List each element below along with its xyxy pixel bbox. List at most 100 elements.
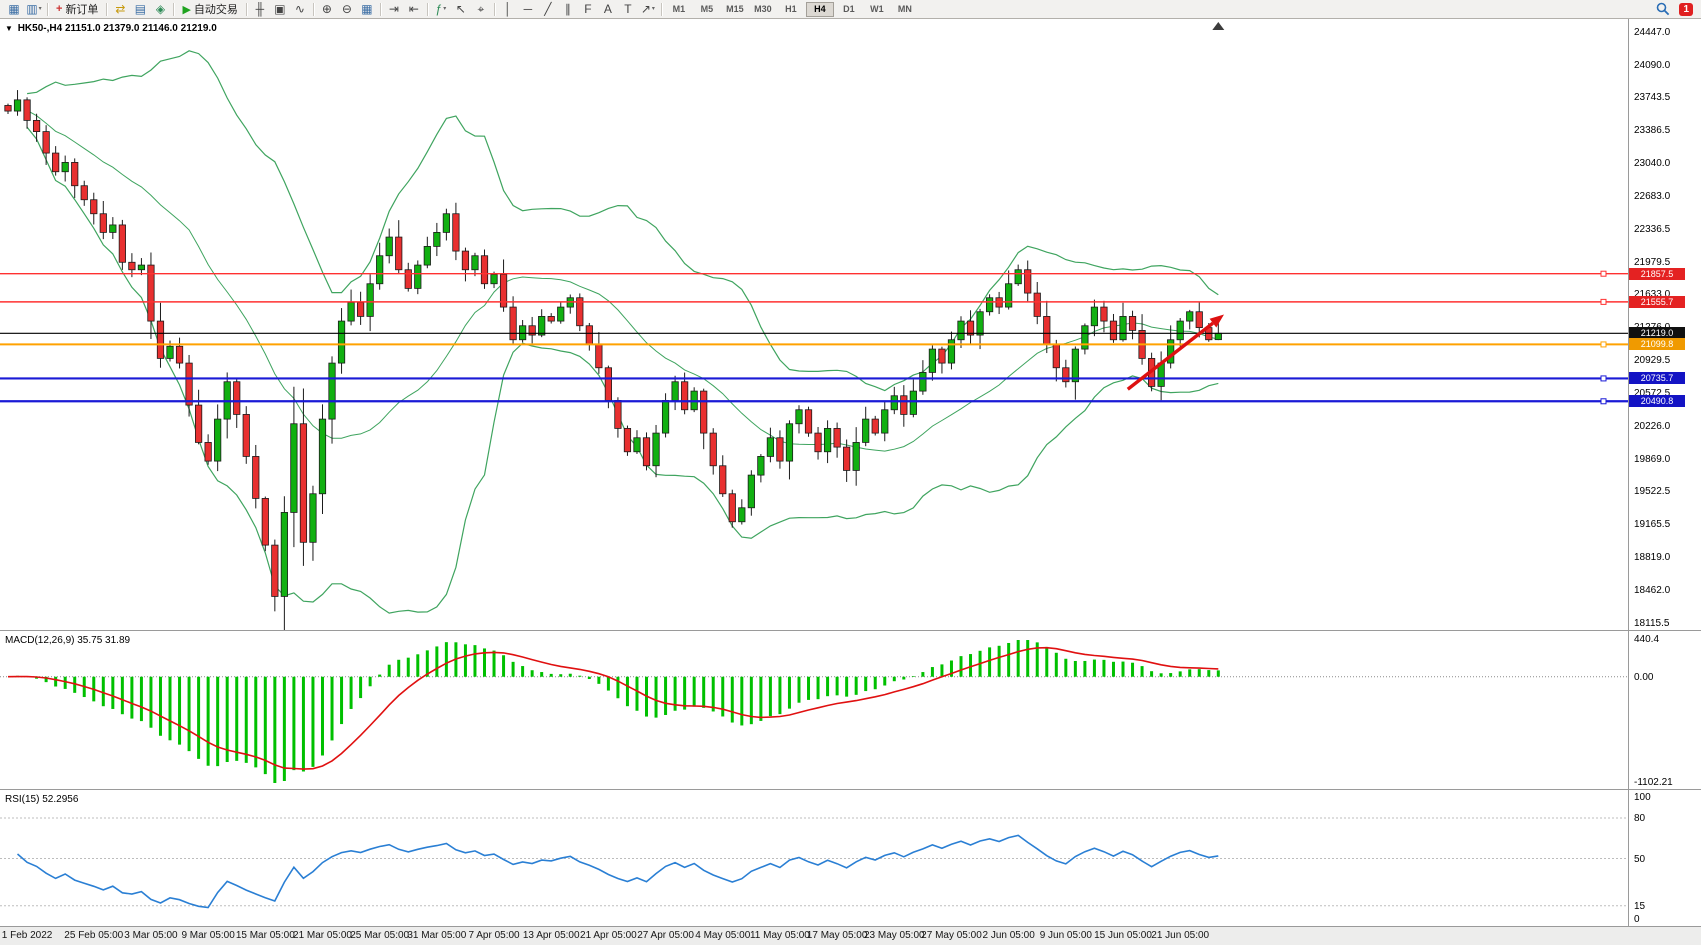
- level-handle[interactable]: [1600, 270, 1607, 277]
- time-axis-label: 31 Mar 05:00: [407, 930, 467, 941]
- price-axis-label: 18462.0: [1634, 585, 1671, 597]
- indicators-icon[interactable]: ƒ ▾: [435, 1, 447, 16]
- time-axis-label: 3 Mar 05:00: [124, 930, 178, 941]
- terminal-icon[interactable]: ◈: [155, 1, 166, 16]
- timeframe-m15[interactable]: M15: [726, 3, 744, 14]
- market-watch-icon[interactable]: ⇄: [115, 1, 126, 16]
- toolbar-separator: [245, 2, 247, 16]
- level-line-20735.7[interactable]: [0, 375, 1628, 382]
- channel-icon[interactable]: ∥: [564, 1, 571, 16]
- line-chart-icon[interactable]: ∿: [294, 1, 305, 16]
- rsi-line: [16, 834, 1219, 909]
- label-icon[interactable]: T: [624, 1, 632, 16]
- horizontal-line-icon[interactable]: ─: [523, 1, 533, 16]
- timeframe-w1[interactable]: W1: [870, 3, 884, 14]
- price-axis-label: 19869.0: [1634, 453, 1671, 465]
- dropdown-caret-icon: ▾: [651, 5, 655, 12]
- level-handle[interactable]: [1600, 375, 1607, 382]
- level-line-21857.5[interactable]: [0, 270, 1628, 277]
- macd-indicator-label: MACD(12,26,9) 35.75 31.89: [5, 635, 131, 646]
- toolbar-separator: [379, 2, 381, 16]
- chart-shift-icon[interactable]: ⇤: [408, 1, 419, 16]
- chart-shift-marker[interactable]: [1212, 22, 1225, 30]
- auto-scroll-icon[interactable]: ⇥: [388, 1, 399, 16]
- time-axis-label: 21 Jun 05:00: [1151, 930, 1210, 941]
- chart-collapse-icon[interactable]: ▼: [5, 24, 13, 33]
- vertical-line-icon[interactable]: │: [504, 1, 512, 16]
- panel-separator-rsi[interactable]: [0, 789, 1701, 790]
- macd-axis-label: 440.4: [1634, 634, 1660, 645]
- level-handle[interactable]: [1600, 398, 1607, 405]
- zoom-out-icon[interactable]: ⊖: [341, 1, 352, 16]
- timeframe-m5[interactable]: M5: [700, 3, 714, 14]
- timeframe-m1[interactable]: M1: [672, 3, 686, 14]
- new-order-button[interactable]: + 新订单: [51, 1, 103, 18]
- fibonacci-icon[interactable]: F: [584, 1, 592, 16]
- data-window-icon[interactable]: ▤: [134, 1, 147, 16]
- price-axis-label: 21633.0: [1634, 289, 1671, 301]
- price-tag-21219.0: 21219.0: [1629, 327, 1685, 340]
- cursor-icon[interactable]: ↖: [455, 1, 466, 16]
- candlestick-chart-icon[interactable]: ▣: [274, 1, 286, 16]
- price-axis-label: 23040.0: [1634, 157, 1671, 169]
- price-axis-label: 23743.5: [1634, 92, 1671, 104]
- rsi-axis-label: 100: [1634, 792, 1651, 803]
- zoom-in-icon[interactable]: ⊕: [321, 1, 332, 16]
- price-tag-21099.8: 21099.8: [1629, 338, 1685, 351]
- time-axis-label: 7 Apr 05:00: [468, 930, 520, 941]
- time-axis-label: 9 Mar 05:00: [181, 930, 235, 941]
- time-axis-label: 15 Mar 05:00: [235, 930, 295, 941]
- timeframe-d1[interactable]: D1: [843, 3, 855, 14]
- toolbar-separator: [106, 2, 108, 16]
- new-order-button-icon: +: [56, 3, 63, 15]
- level-handle[interactable]: [1600, 298, 1607, 305]
- new-chart-icon[interactable]: ▦: [8, 1, 20, 16]
- toolbar-right: 1: [1653, 1, 1697, 18]
- level-line-21555.7[interactable]: [0, 298, 1628, 305]
- price-axis-label: 20929.5: [1634, 354, 1671, 366]
- timeframe-h4[interactable]: H4: [805, 1, 834, 17]
- level-handle[interactable]: [1600, 341, 1607, 348]
- macd-axis-label: -1102.21: [1634, 777, 1673, 788]
- time-axis-label: 4 May 05:00: [695, 930, 751, 941]
- timeframe-mn[interactable]: MN: [897, 3, 912, 14]
- timeframe-m30[interactable]: M30: [754, 3, 772, 14]
- trend-arrow[interactable]: [1126, 314, 1224, 391]
- level-line-21099.8[interactable]: [0, 341, 1628, 348]
- panel-separator-macd[interactable]: [0, 630, 1701, 631]
- rsi-indicator-label: RSI(15) 52.2956: [5, 794, 79, 805]
- bollinger-bands: [26, 50, 1219, 614]
- macd-axis-label: 0.00: [1634, 671, 1654, 683]
- price-axis-label: 22336.5: [1634, 223, 1671, 235]
- profiles-icon[interactable]: ▥ ▾: [26, 1, 42, 16]
- trendline-icon[interactable]: ╱: [544, 1, 552, 16]
- toolbar-separator: [47, 2, 48, 16]
- time-axis-label: 25 Mar 05:00: [350, 930, 410, 941]
- rsi-axis-label: 15: [1634, 900, 1646, 912]
- rsi-axis-label: 50: [1634, 853, 1646, 865]
- time-axis[interactable]: [0, 927, 1701, 945]
- time-axis-label: 2 Jun 05:00: [982, 930, 1035, 941]
- time-axis-label: 15 Jun 05:00: [1094, 930, 1152, 941]
- toolbar-separator: [493, 2, 495, 16]
- search-icon[interactable]: [1653, 1, 1673, 18]
- text-icon[interactable]: A: [603, 1, 612, 16]
- crosshair-icon[interactable]: ⌖: [477, 1, 485, 16]
- price-axis-label: 22683.0: [1634, 191, 1671, 203]
- time-axis-label: 9 Jun 05:00: [1039, 930, 1092, 941]
- price-axis-label: 19522.5: [1634, 486, 1671, 498]
- time-axis-label: 23 May 05:00: [863, 930, 925, 941]
- auto-trading-button[interactable]: ▶ 自动交易: [177, 1, 242, 18]
- tile-windows-icon[interactable]: ▦: [361, 1, 373, 16]
- timeframe-h1[interactable]: H1: [785, 3, 797, 14]
- bar-chart-icon[interactable]: ╫: [255, 1, 265, 16]
- level-line-20490.8[interactable]: [0, 398, 1628, 405]
- time-axis-label: 27 May 05:00: [921, 930, 982, 941]
- arrows-icon[interactable]: ↗ ▾: [640, 1, 655, 16]
- notification-badge[interactable]: 1: [1679, 2, 1693, 16]
- macd-signal-line: [7, 646, 1219, 770]
- symbol-header: ▼ HK50-,H4 21151.0 21379.0 21146.0 21219…: [5, 23, 217, 34]
- price-tag-21555.7: 21555.7: [1629, 295, 1685, 308]
